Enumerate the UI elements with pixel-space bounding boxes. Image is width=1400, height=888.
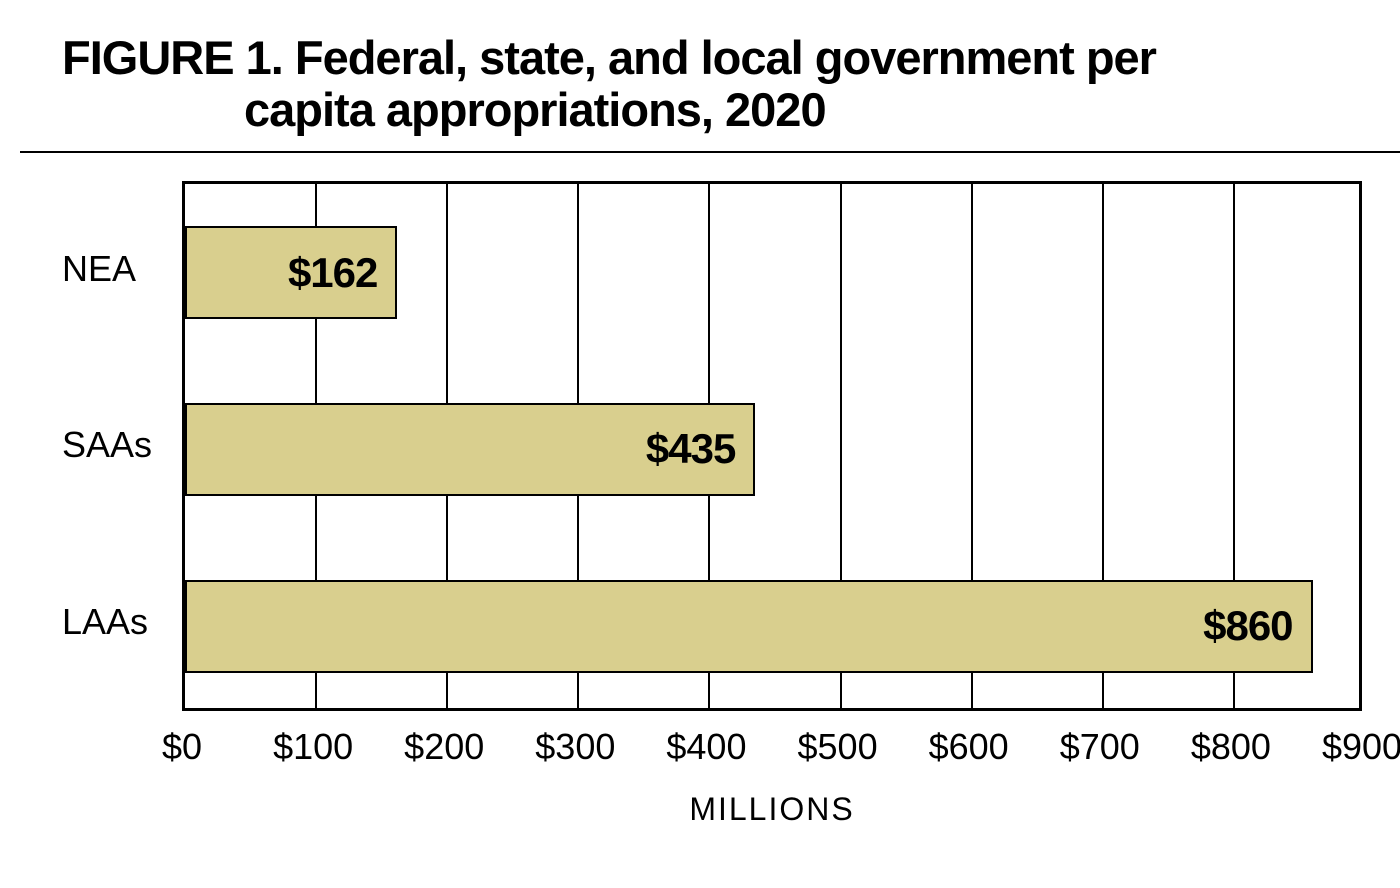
title-rule: [20, 151, 1400, 153]
x-tick-labels: $0$100$200$300$400$500$600$700$800$900: [182, 726, 1362, 776]
x-tick-label: $200: [404, 726, 484, 768]
figure-title-line1: FIGURE 1. Federal, state, and local gove…: [62, 31, 1156, 84]
x-axis-title: MILLIONS: [182, 791, 1362, 828]
bar: $162: [185, 226, 397, 319]
bar-row: $860: [185, 580, 1359, 673]
bar: $435: [185, 403, 755, 496]
x-tick-label: $500: [798, 726, 878, 768]
bar-value-label: $435: [646, 425, 735, 473]
y-axis-label: LAAs: [62, 601, 170, 643]
y-axis-label: SAAs: [62, 424, 170, 466]
x-tick-label: $100: [273, 726, 353, 768]
figure-title: FIGURE 1. Federal, state, and local gove…: [20, 20, 1400, 145]
bars-container: $162 $435 $860: [185, 184, 1359, 708]
bar-row: $162: [185, 226, 1359, 319]
chart-area: $162 $435 $860 NEA SAAs LAAs $0 $100 $200 $300 $…: [62, 181, 1382, 821]
x-tick-label: $400: [666, 726, 746, 768]
x-tick-label: $0: [162, 726, 202, 768]
x-tick-label: $800: [1191, 726, 1271, 768]
bar-value-label: $860: [1203, 602, 1292, 650]
x-tick-label: $300: [535, 726, 615, 768]
figure-title-line2: capita appropriations, 2020: [62, 84, 1400, 136]
figure-container: FIGURE 1. Federal, state, and local gove…: [20, 20, 1400, 868]
bar-value-label: $162: [288, 249, 377, 297]
bar: $860: [185, 580, 1313, 673]
y-axis-label: NEA: [62, 248, 170, 290]
x-tick-label: $900: [1322, 726, 1400, 768]
plot-area: $162 $435 $860: [182, 181, 1362, 711]
bar-row: $435: [185, 403, 1359, 496]
x-tick-label: $600: [929, 726, 1009, 768]
x-tick-label: $700: [1060, 726, 1140, 768]
